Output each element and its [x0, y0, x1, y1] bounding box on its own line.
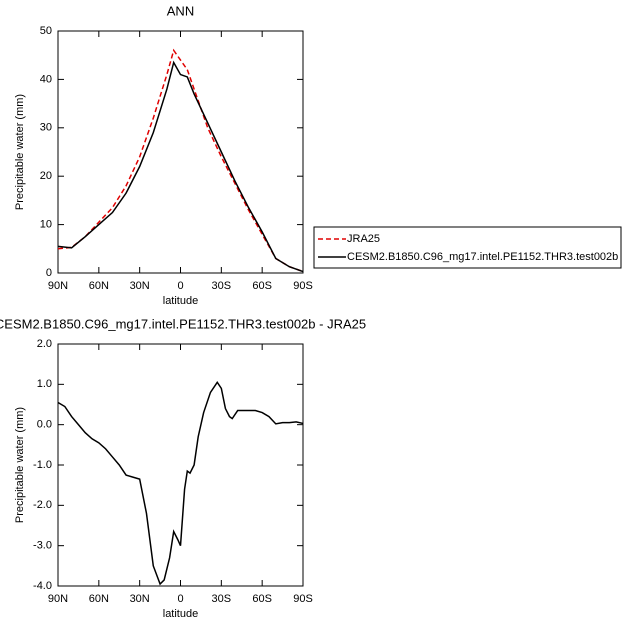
- y-tick-label: 2.0: [37, 338, 52, 350]
- x-tick-label: 0: [177, 593, 183, 605]
- y-tick-label: 0.0: [37, 419, 52, 431]
- line-series: [57, 48, 304, 273]
- x-tick-label: 90N: [48, 280, 68, 292]
- y-tick-label: 10: [40, 219, 52, 231]
- legend-label: JRA25: [347, 233, 380, 245]
- legend-box: [313, 226, 622, 269]
- y-tick-label: 50: [40, 25, 52, 37]
- x-tick-label: 90N: [48, 593, 68, 605]
- line-series: [57, 380, 304, 586]
- y-tick-label: -2.0: [33, 499, 52, 511]
- y-tick-label: -1.0: [33, 459, 52, 471]
- plot-frame: [57, 343, 304, 587]
- y-axis-label: Precipitable water (mm): [14, 407, 26, 523]
- y-tick-label: 0: [46, 267, 52, 279]
- x-tick-label: 0: [177, 280, 183, 292]
- y-tick-label: 1.0: [37, 378, 52, 390]
- x-tick-label: 60N: [89, 593, 109, 605]
- y-tick-label: -3.0: [33, 540, 52, 552]
- y-tick-label: 30: [40, 122, 52, 134]
- y-tick-label: -4.0: [33, 580, 52, 592]
- y-tick-label: 40: [40, 73, 52, 85]
- y-axis-label: Precipitable water (mm): [14, 94, 26, 210]
- x-tick-label: 60N: [89, 280, 109, 292]
- x-tick-label: 60S: [252, 593, 272, 605]
- y-tick-label: 20: [40, 170, 52, 182]
- x-axis-label: latitude: [163, 295, 198, 307]
- x-tick-label: 90S: [293, 280, 313, 292]
- x-tick-label: 30S: [212, 280, 232, 292]
- x-tick-label: 30S: [212, 593, 232, 605]
- x-tick-label: 30N: [130, 593, 150, 605]
- chart-title: ANN: [167, 3, 194, 18]
- x-tick-label: 90S: [293, 593, 313, 605]
- x-tick-label: 60S: [252, 280, 272, 292]
- legend-label: CESM2.B1850.C96_mg17.intel.PE1152.THR3.t…: [347, 251, 618, 263]
- x-tick-label: 30N: [130, 280, 150, 292]
- line-series: [57, 60, 304, 273]
- plot-frame: [57, 30, 304, 274]
- x-axis-label: latitude: [163, 608, 198, 620]
- chart-title: CESM2.B1850.C96_mg17.intel.PE1152.THR3.t…: [0, 316, 366, 331]
